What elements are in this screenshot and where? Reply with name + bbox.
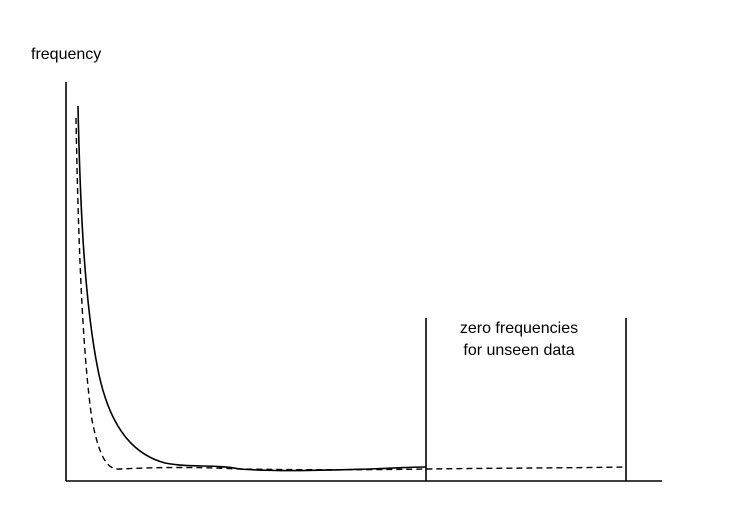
smoothed-frequency-curve	[75, 117, 627, 471]
unseen-region-label-line2: for unseen data	[463, 342, 574, 359]
unseen-region-label-line1: zero frequencies	[460, 320, 578, 337]
observed-frequency-curve	[77, 105, 427, 472]
y-axis-label: frequency	[31, 46, 101, 63]
